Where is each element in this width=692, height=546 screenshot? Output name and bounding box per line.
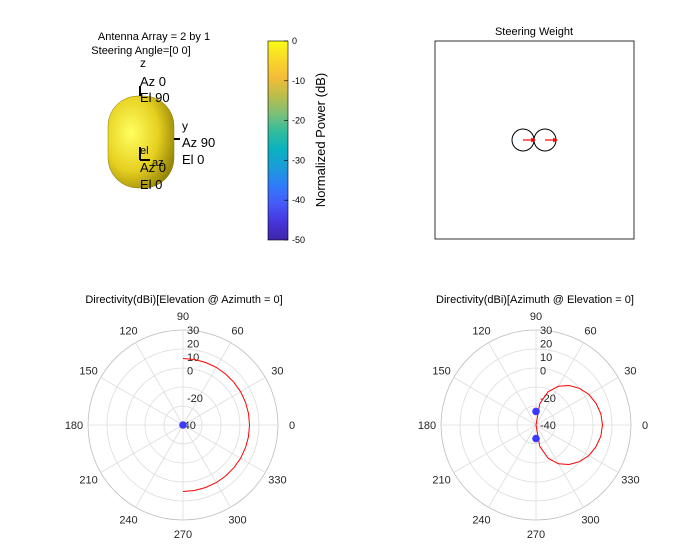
polar-angle-label: 150 [432,366,450,378]
polar-radial-label: 30 [187,325,199,337]
polar-radial-label: 10 [187,352,199,364]
polar-grid-spoke [453,377,537,426]
polar-grid-spoke [488,424,537,508]
polar-angle-label: 180 [65,420,83,432]
polar-radial-label: -20 [187,393,203,405]
polar-radial-label: 10 [540,352,552,364]
polar-angle-label: 0 [642,420,648,432]
x-axis-el: El 0 [140,177,162,192]
polar-grid-spoke [535,424,584,508]
polar-marker [532,434,540,443]
polar-radial-label: 30 [540,325,552,337]
polar-grid-spoke [535,377,619,426]
polar-angle-label: 30 [624,366,636,378]
polar-angle-label: 240 [472,514,490,526]
polar-angle-label: 30 [271,366,283,378]
polar-grid-spoke [100,377,184,426]
polar-grid-spoke [182,377,266,426]
colorbar-tick-label: 0 [292,36,297,46]
polar-radial-label: 20 [187,339,199,351]
polar-marker [179,421,187,429]
steering-weight-marks [511,128,558,152]
polar-grid-spoke [535,342,584,426]
colorbar-fill [267,40,289,241]
polar-grid-spoke [135,342,184,426]
polar-grid-spoke [182,424,231,508]
steering-weight-panel: Steering Weight [434,26,635,240]
polar-radial-label: -40 [540,420,556,432]
x-axis-az-short: az [152,157,164,169]
x-axis-el-label: el [140,145,149,157]
y-axis-el: El 0 [182,152,204,167]
polar-angle-label: 270 [174,529,192,541]
polar-angle-label: 210 [432,475,450,487]
colorbar-label: Normalized Power (dB) [313,73,328,207]
colorbar-tick-label: -50 [292,235,305,245]
polar-angle-label: 330 [268,475,286,487]
colorbar: 0 -10 -20 -30 -40 -50 Normalized Power (dB) [267,36,328,245]
polar-elevation-title: Directivity(dBi)[Elevation @ Azimuth = 0… [85,294,282,306]
polar-grid-spoke [453,424,537,473]
polar-angle-label: 180 [418,420,436,432]
z-axis-label: z [140,56,146,70]
z-axis-az: Az 0 [140,74,166,89]
colorbar-ticks: 0 -10 -20 -30 -40 -50 [284,36,305,245]
x-axis-az: Az 0 [140,160,166,175]
polar-angle-label: 90 [530,311,542,323]
polar-grid-spoke [488,342,537,426]
polar-series-line [535,384,604,466]
colorbar-tick-label: -40 [292,195,305,205]
colorbar-tick-label: -20 [292,116,305,126]
polar-grid-spoke [135,424,184,508]
antenna-title-line1: Antenna Array = 2 by 1 [98,31,210,43]
polar-grid-spoke [182,424,266,473]
polar-angle-label: 90 [177,311,189,323]
polar-angle-label: 60 [584,326,596,338]
polar-angle-label: 300 [581,514,599,526]
polar-angle-label: 210 [79,475,97,487]
polar-radial-label: -20 [540,393,556,405]
polar-angle-label: 270 [527,529,545,541]
polar-grid-spoke [182,342,231,426]
polar-radial-label: 0 [540,366,546,378]
polar-angle-label: 60 [231,326,243,338]
colorbar-tick-label: -10 [292,76,305,86]
polar-angle-label: 120 [472,326,490,338]
polar-grid-spoke [100,424,184,473]
antenna-panel: Antenna Array = 2 by 1 Steering Angle=[0… [91,31,215,192]
polar-angle-label: 150 [79,366,97,378]
polar-marker [532,407,540,416]
y-axis-az: Az 90 [182,135,215,150]
polar-angle-label: 120 [119,326,137,338]
polar-angle-label: 330 [621,475,639,487]
colorbar-tick-label: -30 [292,155,305,165]
polar-azimuth-title: Directivity(dBi)[Azimuth @ Elevation = 0… [436,294,634,306]
polar-radial-label: 0 [187,366,193,378]
polar-elevation: Directivity(dBi)[Elevation @ Azimuth = 0… [65,294,295,541]
antenna-title-line2: Steering Angle=[0 0] [91,45,190,57]
polar-angle-label: 0 [289,420,295,432]
polar-angle-label: 240 [119,514,137,526]
z-axis-el: El 90 [140,90,170,105]
polar-angle-label: 300 [228,514,246,526]
polar-grid-spoke [535,424,619,473]
polar-series-line [182,358,251,492]
polar-radial-label: 20 [540,339,552,351]
y-axis-label: y [182,119,188,133]
polar-azimuth: Directivity(dBi)[Azimuth @ Elevation = 0… [418,294,648,541]
steering-weight-title: Steering Weight [495,26,573,38]
